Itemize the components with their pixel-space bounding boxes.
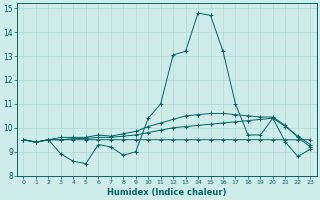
X-axis label: Humidex (Indice chaleur): Humidex (Indice chaleur)	[107, 188, 227, 197]
